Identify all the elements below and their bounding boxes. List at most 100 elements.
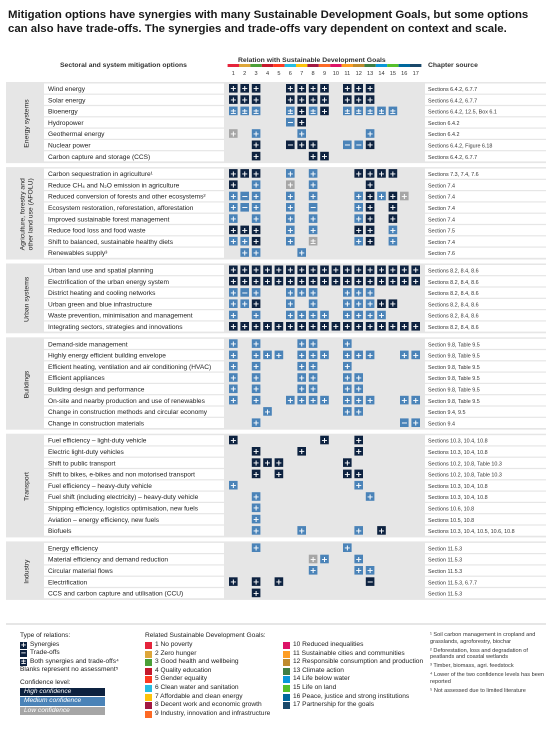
- relation-symbol: +: [276, 459, 283, 468]
- chapter-source: Section 11.5.3: [428, 558, 462, 564]
- relation-cell: [411, 265, 420, 275]
- relation-cell: [365, 395, 375, 405]
- relation-cell: [229, 169, 238, 178]
- relation-symbol: +: [344, 311, 351, 320]
- relation-symbol: +: [230, 181, 237, 190]
- relation-cell: [286, 203, 295, 212]
- relation-symbol: +: [241, 322, 248, 331]
- relation-cell: [286, 214, 295, 223]
- chapter-source: Section 6.4.2: [428, 132, 459, 138]
- option-label: On-site and nearby production and use of…: [48, 398, 206, 405]
- relation-cell: [354, 526, 363, 535]
- relation-cell: [286, 310, 295, 320]
- relation-cell: [240, 236, 249, 246]
- relation-cell: [388, 106, 398, 116]
- legend-sdg-swatch: [145, 676, 152, 684]
- relation-symbol: +: [276, 266, 283, 275]
- option-row-bg: [44, 372, 224, 383]
- relation-symbol: +: [298, 373, 305, 382]
- relation-cell: [343, 276, 352, 286]
- option-label: Change in construction methods and circu…: [48, 409, 208, 416]
- sdg-color-bar-10: [330, 64, 342, 67]
- legend-sdg-label: 6 Clean water and sanitation: [155, 683, 239, 691]
- relation-cell: [297, 84, 306, 93]
- relation-cell: [297, 447, 306, 456]
- legend-confidence-title: Confidence level:: [20, 678, 71, 686]
- chapter-source: Sections 10.2, 10.8, Table 10.3: [428, 473, 502, 479]
- option-label: Change in construction materials: [48, 420, 145, 427]
- option-label: Aviation – energy efficiency, new fuels: [48, 517, 160, 524]
- sdg-color-bar-1: [227, 64, 239, 67]
- relation-cell: [308, 566, 318, 575]
- option-row-bg: [44, 236, 224, 247]
- relation-symbol: +: [287, 96, 294, 105]
- relation-symbol: +: [230, 203, 237, 212]
- relation-symbol: +: [298, 362, 305, 371]
- relation-cell: [343, 384, 352, 394]
- relation-cell: [354, 322, 363, 331]
- option-row-bg: [44, 128, 224, 139]
- relation-symbol: +: [241, 226, 248, 235]
- source-row-bg: [425, 576, 549, 587]
- source-row-bg: [425, 225, 549, 236]
- chapter-source: Sections 8.2, 8.4, 8.6: [428, 280, 479, 286]
- relation-symbol: +: [344, 459, 351, 468]
- relation-cell: [251, 322, 261, 331]
- relation-cell: [240, 322, 249, 331]
- relation-cell: [343, 322, 352, 331]
- option-label: Carbon capture and storage (CCS): [48, 154, 150, 161]
- source-row-bg: [425, 491, 549, 502]
- relation-cell: [297, 117, 306, 127]
- relation-symbol: +: [230, 396, 237, 405]
- relation-cell: [308, 95, 318, 104]
- relation-symbol: +: [378, 526, 385, 535]
- relation-cell: [229, 265, 238, 275]
- legend-sdg-item: 13 Climate action: [283, 667, 425, 676]
- relation-symbol: +: [253, 288, 260, 297]
- relation-cell: [308, 106, 318, 116]
- legend-sdg-label: 5 Gender equality: [155, 675, 208, 683]
- relation-symbol: +: [344, 470, 351, 479]
- relation-cell: [388, 299, 398, 308]
- relation-symbol: −: [241, 192, 248, 201]
- relation-symbol: +: [367, 566, 374, 575]
- relation-cell: [251, 95, 261, 104]
- relation-cell: [263, 265, 272, 275]
- relation-cell: [229, 203, 238, 212]
- relation-cell: [229, 236, 238, 246]
- relation-cell: [365, 140, 375, 150]
- relation-cell: [320, 554, 329, 564]
- legend-sdg-item: 3 Good health and wellbeing: [145, 658, 280, 667]
- relation-symbol: +: [310, 141, 317, 150]
- relation-symbol: +: [321, 351, 328, 360]
- legend-sdg-item: 17 Partnership for the goals: [283, 701, 425, 710]
- source-row-bg: [425, 202, 549, 213]
- relation-cell: [286, 169, 295, 178]
- relation-symbol: +: [367, 203, 374, 212]
- legend-sdg-swatch: [145, 693, 152, 701]
- relation-symbol: +: [253, 515, 260, 524]
- relation-symbol: +: [401, 322, 408, 331]
- relation-cell: [308, 350, 318, 360]
- relation-symbol: +: [355, 351, 362, 360]
- relation-cell: [343, 265, 352, 275]
- relation-symbol: +: [321, 84, 328, 93]
- relation-cell: [286, 288, 295, 297]
- relation-cell: [343, 373, 352, 382]
- sdg-color-bar-12: [353, 64, 365, 67]
- relation-cell: [377, 169, 386, 178]
- option-label: Wind energy: [48, 86, 86, 93]
- relation-symbol: +: [298, 248, 305, 257]
- sdg-number-15: 15: [390, 71, 396, 77]
- legend-sdg-swatch: [283, 667, 290, 675]
- relation-symbol: +: [264, 277, 271, 286]
- relation-symbol: +: [367, 288, 374, 297]
- option-row-bg: [44, 576, 224, 587]
- relation-symbol: +: [253, 226, 260, 235]
- relation-cell: [343, 95, 352, 104]
- relation-cell: [229, 310, 238, 320]
- relation-symbol: +: [367, 492, 374, 501]
- relation-cell: [297, 339, 306, 348]
- legend-sdg-item: 10 Reduced inequalities: [283, 641, 425, 650]
